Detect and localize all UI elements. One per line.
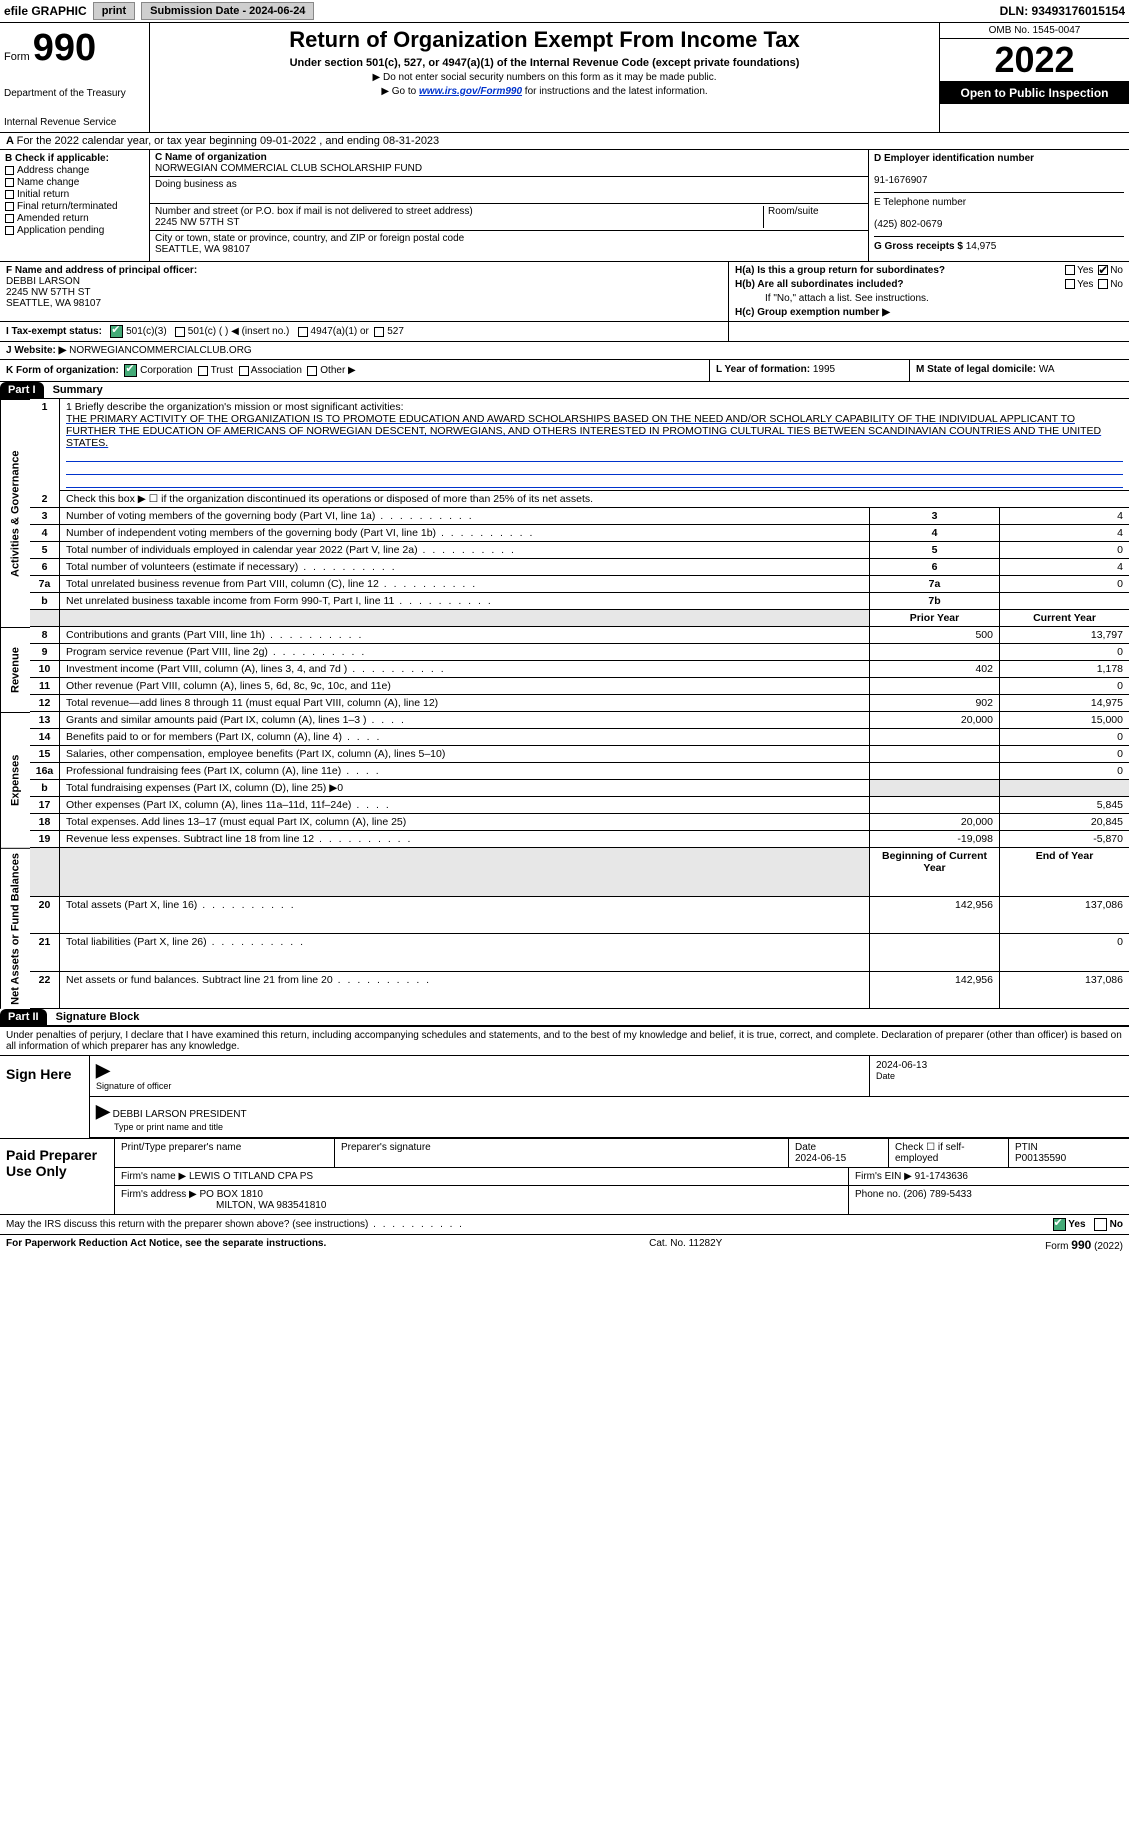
side-netassets: Net Assets or Fund Balances	[0, 848, 30, 1009]
column-deg: D Employer identification number 91-1676…	[869, 150, 1129, 261]
top-bar: efile GRAPHIC print Submission Date - 20…	[0, 0, 1129, 23]
efile-label: efile GRAPHIC	[4, 4, 87, 18]
irs-link[interactable]: www.irs.gov/Form990	[419, 86, 522, 97]
ha-no[interactable]	[1098, 265, 1108, 275]
prior-year-hdr: Prior Year	[869, 610, 999, 627]
side-expenses: Expenses	[0, 712, 30, 848]
discuss-row: May the IRS discuss this return with the…	[0, 1214, 1129, 1234]
part-ii-header: Part II Signature Block	[0, 1009, 1129, 1026]
hb-yes[interactable]	[1065, 279, 1075, 289]
tax-year: 2022	[940, 39, 1129, 82]
mission-prompt: 1 Briefly describe the organization's mi…	[66, 401, 1123, 413]
ssn-note: ▶ Do not enter social security numbers o…	[156, 72, 933, 83]
header-mid: Return of Organization Exempt From Incom…	[150, 23, 939, 132]
officer-addr2: SEATTLE, WA 98107	[6, 298, 101, 309]
form-footer: Form 990 (2022)	[1045, 1238, 1123, 1252]
check-501c[interactable]	[175, 327, 185, 337]
firm-ein: 91-1743636	[915, 1171, 968, 1182]
penalty-statement: Under penalties of perjury, I declare th…	[0, 1027, 1129, 1055]
check-assoc[interactable]	[239, 366, 249, 376]
side-revenue: Revenue	[0, 627, 30, 712]
open-inspection: Open to Public Inspection	[940, 82, 1129, 104]
officer-addr1: 2245 NW 57TH ST	[6, 287, 90, 298]
column-c: C Name of organization NORWEGIAN COMMERC…	[150, 150, 869, 261]
check-name-change[interactable]: Name change	[5, 177, 144, 188]
paid-preparer-label: Paid Preparer Use Only	[0, 1139, 115, 1214]
row-j: J Website: ▶ NORWEGIANCOMMERCIALCLUB.ORG	[0, 342, 1129, 360]
sig-date: 2024-06-13	[876, 1060, 927, 1071]
pra-notice: For Paperwork Reduction Act Notice, see …	[6, 1238, 326, 1252]
check-corp[interactable]	[124, 364, 137, 377]
officer-name: DEBBI LARSON	[6, 276, 80, 287]
form-header: Form 990 Department of the Treasury Inte…	[0, 23, 1129, 133]
firm-addr: PO BOX 1810	[200, 1189, 263, 1200]
firm-addr2: MILTON, WA 983541810	[121, 1200, 326, 1211]
line-2: Check this box ▶ ☐ if the organization d…	[60, 491, 1129, 508]
column-f: F Name and address of principal officer:…	[0, 262, 729, 321]
side-governance: Activities & Governance	[0, 399, 30, 627]
column-b: B Check if applicable: Address change Na…	[0, 150, 150, 261]
current-year-hdr: Current Year	[999, 610, 1129, 627]
form-subtitle: Under section 501(c), 527, or 4947(a)(1)…	[156, 57, 933, 69]
discuss-no[interactable]	[1094, 1218, 1107, 1231]
check-527[interactable]	[374, 327, 384, 337]
check-application-pending[interactable]: Application pending	[5, 225, 144, 236]
prep-date: 2024-06-15	[795, 1153, 846, 1164]
column-h: H(a) Is this a group return for subordin…	[729, 262, 1129, 321]
row-klm: K Form of organization: Corporation Trus…	[0, 360, 1129, 382]
submission-date-button[interactable]: Submission Date - 2024-06-24	[141, 2, 314, 20]
check-trust[interactable]	[198, 366, 208, 376]
ein-value: 91-1676907	[874, 175, 927, 186]
check-address-change[interactable]: Address change	[5, 165, 144, 176]
arrow-icon: ▶	[96, 1101, 110, 1121]
print-button[interactable]: print	[93, 2, 135, 20]
check-initial-return[interactable]: Initial return	[5, 189, 144, 200]
arrow-icon: ▶	[96, 1060, 110, 1080]
form-prefix: Form	[4, 51, 30, 63]
firm-phone: (206) 789-5433	[903, 1189, 971, 1200]
ptin: P00135590	[1015, 1153, 1066, 1164]
year-formation: 1995	[813, 364, 835, 375]
omb-number: OMB No. 1545-0047	[940, 23, 1129, 39]
org-name: NORWEGIAN COMMERCIAL CLUB SCHOLARSHIP FU…	[155, 163, 422, 174]
street-address: 2245 NW 57TH ST	[155, 217, 239, 228]
state-domicile: WA	[1039, 364, 1055, 375]
officer-name-title: DEBBI LARSON PRESIDENT	[113, 1109, 247, 1120]
summary-table: Activities & Governance 1 1 Briefly desc…	[0, 399, 1129, 1009]
row-a-tax-year: A For the 2022 calendar year, or tax yea…	[0, 133, 1129, 150]
cat-number: Cat. No. 11282Y	[649, 1238, 722, 1252]
sign-here-label: Sign Here	[0, 1056, 90, 1138]
signature-block: Under penalties of perjury, I declare th…	[0, 1026, 1129, 1234]
irs-label: Internal Revenue Service	[4, 117, 145, 128]
part-i-header: Part I Summary	[0, 382, 1129, 399]
header-right: OMB No. 1545-0047 2022 Open to Public In…	[939, 23, 1129, 132]
dln-label: DLN: 93493176015154	[1000, 4, 1125, 18]
form-title: Return of Organization Exempt From Incom…	[156, 27, 933, 53]
line-3-val: 4	[999, 508, 1129, 525]
page-footer: For Paperwork Reduction Act Notice, see …	[0, 1234, 1129, 1255]
paid-preparer-block: Paid Preparer Use Only Print/Type prepar…	[0, 1138, 1129, 1214]
city-state-zip: SEATTLE, WA 98107	[155, 244, 250, 255]
form-number: 990	[33, 27, 96, 69]
check-other[interactable]	[307, 366, 317, 376]
gross-receipts: 14,975	[966, 241, 997, 252]
phone-value: (425) 802-0679	[874, 219, 942, 230]
dept-label: Department of the Treasury	[4, 88, 145, 99]
hb-no[interactable]	[1098, 279, 1108, 289]
check-501c3[interactable]	[110, 325, 123, 338]
row-i: I Tax-exempt status: 501(c)(3) 501(c) ( …	[0, 322, 1129, 342]
header-left: Form 990 Department of the Treasury Inte…	[0, 23, 150, 132]
line-3-desc: Number of voting members of the governin…	[60, 508, 869, 525]
website-value: NORWEGIANCOMMERCIALCLUB.ORG	[69, 345, 252, 356]
ha-yes[interactable]	[1065, 265, 1075, 275]
check-final-return[interactable]: Final return/terminated	[5, 201, 144, 212]
instructions-note: ▶ Go to www.irs.gov/Form990 for instruct…	[156, 86, 933, 97]
check-4947[interactable]	[298, 327, 308, 337]
block-fh: F Name and address of principal officer:…	[0, 262, 1129, 322]
check-amended[interactable]: Amended return	[5, 213, 144, 224]
mission-text: THE PRIMARY ACTIVITY OF THE ORGANIZATION…	[66, 413, 1123, 449]
discuss-yes[interactable]	[1053, 1218, 1066, 1231]
block-bcd: B Check if applicable: Address change Na…	[0, 150, 1129, 262]
firm-name: LEWIS O TITLAND CPA PS	[189, 1171, 313, 1182]
